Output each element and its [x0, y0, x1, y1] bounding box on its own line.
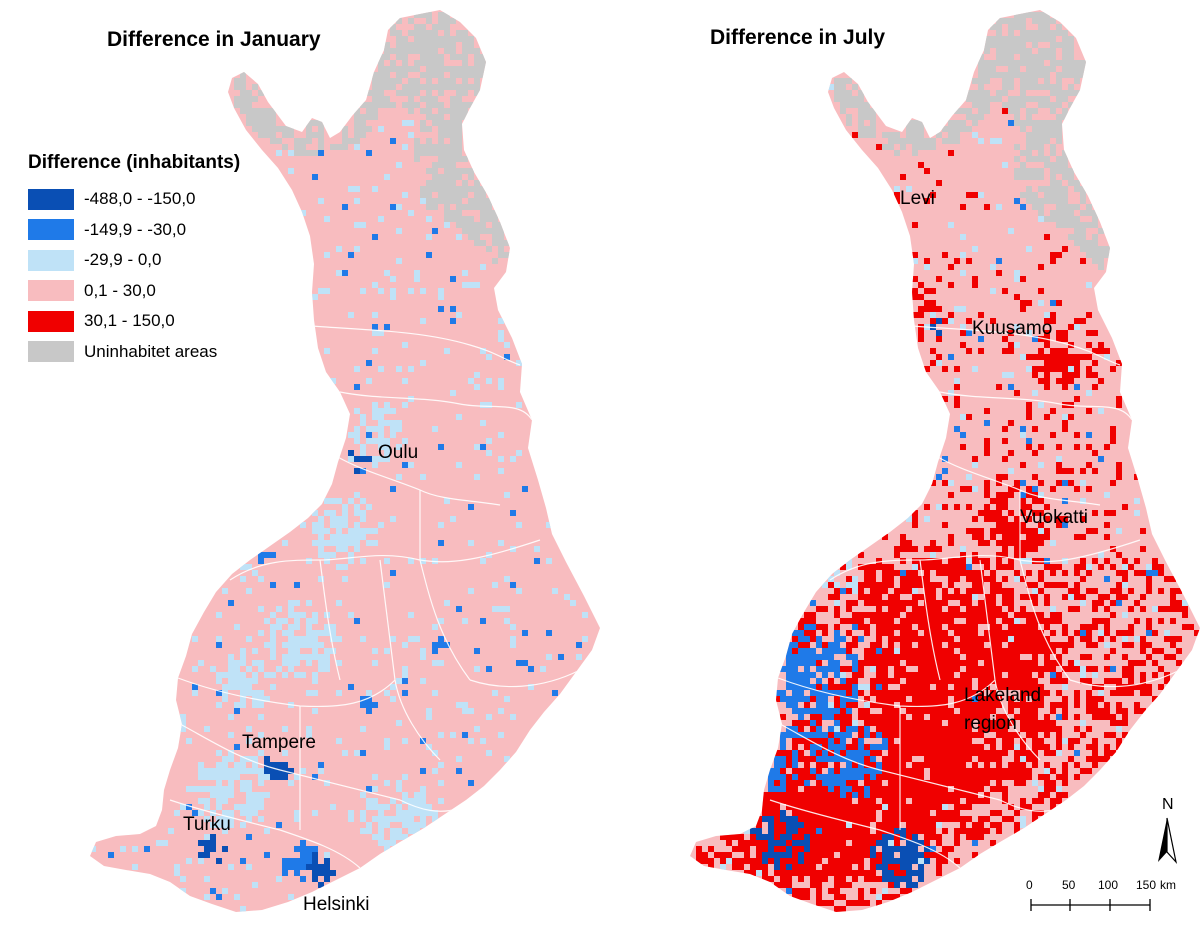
legend-label: 0,1 - 30,0	[84, 280, 156, 300]
city-label-tampere: Tampere	[242, 732, 316, 753]
north-arrow-icon	[1158, 817, 1178, 865]
city-label-turku: Turku	[183, 814, 231, 835]
map-panel-july: Difference in July Levi Kuusamo Vuokatti…	[600, 0, 1200, 927]
north-label: N	[1162, 796, 1174, 813]
map-panel-january: Difference in January Oulu Tampere Turku…	[28, 10, 600, 915]
legend-label: 30,1 - 150,0	[84, 311, 175, 331]
legend-item: 30,1 - 150,0	[28, 306, 298, 337]
scale-tick-150: 150	[1136, 878, 1157, 892]
scale-unit: km	[1160, 878, 1176, 892]
pixel-layer	[696, 12, 1200, 912]
finland-map-january	[90, 10, 600, 912]
city-label-vuokatti: Vuokatti	[1020, 507, 1088, 528]
legend-label: -149,9 - -30,0	[84, 219, 187, 239]
region-borders	[169, 325, 581, 869]
map-title: Difference in July	[710, 26, 886, 49]
legend-item: -29,9 - 0,0	[28, 245, 298, 276]
legend: Difference (inhabitants) -488,0 - -150,0…	[28, 152, 298, 367]
city-label-helsinki: Helsinki	[303, 894, 370, 915]
scale-tick-100: 100	[1098, 878, 1119, 892]
scale-bar-line	[1030, 899, 1151, 911]
region-borders	[769, 325, 1181, 869]
legend-item: -488,0 - -150,0	[28, 184, 298, 215]
legend-swatch	[28, 280, 74, 302]
legend-item: -149,9 - -30,0	[28, 215, 298, 246]
legend-swatch	[28, 219, 74, 241]
legend-swatch	[28, 310, 74, 332]
legend-swatch	[28, 249, 74, 271]
legend-swatch	[28, 188, 74, 210]
city-label-lakeland-region: Lakeland region	[964, 685, 1042, 734]
scale-bar: 0 50 100 150 km	[1020, 878, 1190, 918]
north-arrow: N	[1155, 796, 1185, 866]
legend-title: Difference (inhabitants)	[28, 152, 241, 173]
pixel-layer	[90, 12, 588, 912]
scale-tick-0: 0	[1026, 878, 1033, 892]
scale-tick-50: 50	[1062, 878, 1076, 892]
legend-label: -29,9 - 0,0	[84, 250, 162, 270]
legend-label: Uninhabitet areas	[84, 341, 218, 361]
legend-label: -488,0 - -150,0	[84, 189, 196, 209]
city-label-oulu: Oulu	[378, 442, 419, 463]
map-title: Difference in January	[107, 28, 321, 51]
legend-swatch	[28, 341, 74, 363]
city-label-levi: Levi	[900, 188, 935, 209]
finland-map-july	[690, 10, 1200, 912]
city-label-kuusamo: Kuusamo	[972, 318, 1053, 339]
legend-item: 0,1 - 30,0	[28, 276, 298, 307]
legend-item: Uninhabitet areas	[28, 337, 298, 368]
